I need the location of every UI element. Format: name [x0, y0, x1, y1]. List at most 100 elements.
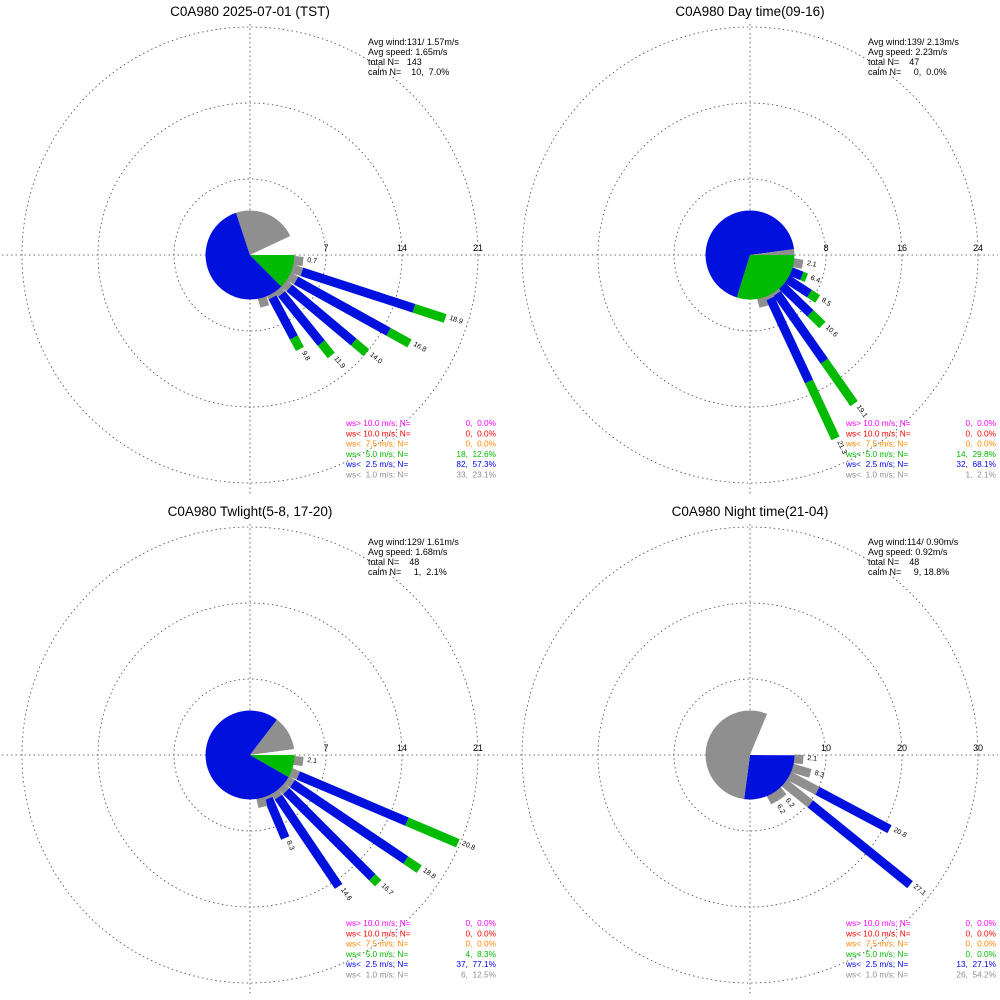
radial-tick-label: 24: [973, 243, 983, 253]
spoke-value-label: 2.1: [806, 260, 817, 269]
legend-value: 0, 0.0%: [966, 928, 997, 938]
panel-night-time: 10 20 30 2.1 8.3 20.8 27.1 6.2 6.2 C0A980 Night t…: [500, 500, 1000, 1000]
pie-wedge: [744, 755, 795, 800]
spoke-value-label: 2.1: [307, 757, 318, 765]
radial-tick-label: 16: [897, 243, 907, 253]
legend-value: 37, 77.1%: [456, 959, 496, 969]
radial-tick-label: 14: [397, 243, 407, 253]
spoke-segment: [807, 289, 821, 303]
speed-class-pie: [705, 210, 795, 300]
legend-label: ws< 10.0 m/s; N=: [345, 928, 411, 938]
stats-line: total N= 48: [368, 557, 419, 567]
legend-label: ws> 10.0 m/s; N=: [845, 418, 911, 428]
spoke-segment: [317, 340, 335, 359]
spoke-segment: [286, 284, 357, 346]
legend-label: ws> 10.0 m/s; N=: [845, 918, 911, 928]
spoke-value-label: 8.3: [814, 770, 825, 780]
spoke-segment: [784, 770, 820, 795]
spoke-segment: [386, 327, 412, 348]
spoke-segment: [278, 291, 325, 346]
range-ring: [673, 178, 827, 332]
radial-tick-label: 8: [823, 243, 828, 253]
range-ring: [173, 678, 327, 832]
direction-spokes: 2.120.818.816.714.68.3: [255, 755, 476, 902]
legend-value: 82, 57.3%: [456, 459, 496, 469]
stats-line: calm N= 10, 7.0%: [368, 67, 449, 77]
stats-line: Avg speed: 0.92m/s: [868, 547, 948, 557]
legend-value: 6, 12.5%: [461, 970, 497, 980]
legend-label: ws< 5.0 m/s; N=: [345, 449, 408, 459]
stats-line: total N= 47: [868, 57, 919, 67]
pie-wedge: [750, 249, 795, 255]
radial-tick-label: 30: [973, 743, 983, 753]
legend-value: 0, 0.0%: [466, 418, 497, 428]
range-ring: [521, 26, 979, 484]
legend-value: 0, 0.0%: [466, 918, 497, 928]
stats-line: total N= 48: [868, 557, 919, 567]
legend-label: ws< 1.0 m/s; N=: [845, 470, 908, 480]
legend-value: 0, 0.0%: [466, 428, 497, 438]
spoke-segment: [274, 794, 343, 889]
legend-value: 0, 0.0%: [966, 949, 997, 959]
speed-class-pie: [705, 710, 795, 800]
radial-tick-label: 21: [473, 743, 483, 753]
spoke-segment: [296, 771, 409, 826]
stats-line: total N= 143: [368, 57, 422, 67]
legend-label: ws< 10.0 m/s; N=: [845, 928, 911, 938]
spoke-segment: [804, 379, 840, 441]
chart-title: C0A980 Day time(09-16): [675, 4, 824, 19]
spoke-segment: [787, 266, 804, 281]
panel-twilight: 7 14 21 2.1 20.8 18.8 16.7 14.6 8.3 C0A980 Twligh…: [0, 500, 500, 1000]
spoke-value-label: 20.8: [461, 840, 476, 852]
spoke-value-label: 6.4: [809, 275, 821, 285]
legend-label: ws< 7.5 m/s; N=: [845, 439, 908, 449]
spoke-value-label: 8.3: [285, 840, 295, 852]
spoke-value-label: 0.7: [307, 257, 318, 265]
chart-title: C0A980 Night time(21-04): [672, 504, 829, 519]
spoke-segment: [815, 786, 892, 834]
legend-label: ws< 1.0 m/s; N=: [345, 970, 408, 980]
spoke-segment: [369, 874, 382, 887]
spoke-segment: [778, 282, 814, 317]
spoke-value-label: 9.8: [300, 350, 311, 362]
radial-tick-label: 10: [821, 743, 831, 753]
legend-label: ws< 5.0 m/s; N=: [845, 449, 908, 459]
spoke-segment: [800, 271, 809, 282]
speed-class-legend: ws> 10.0 m/s; N= 0, 0.0% ws< 10.0 m/s; N= 0…: [345, 918, 497, 980]
stats-line: Avg speed: 1.68m/s: [368, 547, 448, 557]
range-ring: [97, 102, 403, 408]
spoke-segment: [268, 295, 298, 340]
speed-class-legend: ws> 10.0 m/s; N= 0, 0.0% ws< 10.0 m/s; N= 0…: [845, 918, 997, 980]
legend-label: ws< 7.5 m/s; N=: [345, 939, 408, 949]
spoke-segment: [350, 338, 370, 357]
pie-wedge: [235, 210, 291, 255]
legend-label: ws< 2.5 m/s; N=: [345, 959, 408, 969]
panel-day-time: 8 16 24 2.1 6.4 8.5 10.6 19.1 21.3 C0A980 Day tim…: [500, 0, 1000, 500]
panel-all-day-tst: 7 14 21 0.7 18.9 16.8 14.0 11.9 9.8 C0A980 2025-0…: [0, 0, 500, 500]
range-ring: [597, 602, 903, 908]
spoke-segment: [405, 817, 460, 848]
stats-line: Avg wind:131/ 1.57m/s: [368, 37, 459, 47]
spoke-segment: [766, 296, 814, 384]
pie-wedge: [250, 755, 295, 778]
pie-wedge: [750, 713, 795, 756]
speed-class-pie: [205, 210, 295, 300]
radial-tick-label: 14: [397, 743, 407, 753]
spoke-segment: [289, 779, 409, 864]
legend-value: 4, 8.3%: [466, 949, 497, 959]
spoke-segment: [264, 796, 290, 840]
spoke-segment: [783, 274, 812, 298]
legend-label: ws> 10.0 m/s; N=: [345, 918, 411, 928]
legend-label: ws< 5.0 m/s; N=: [845, 949, 908, 959]
legend-value: 0, 0.0%: [466, 439, 497, 449]
legend-label: ws< 1.0 m/s; N=: [345, 470, 408, 480]
